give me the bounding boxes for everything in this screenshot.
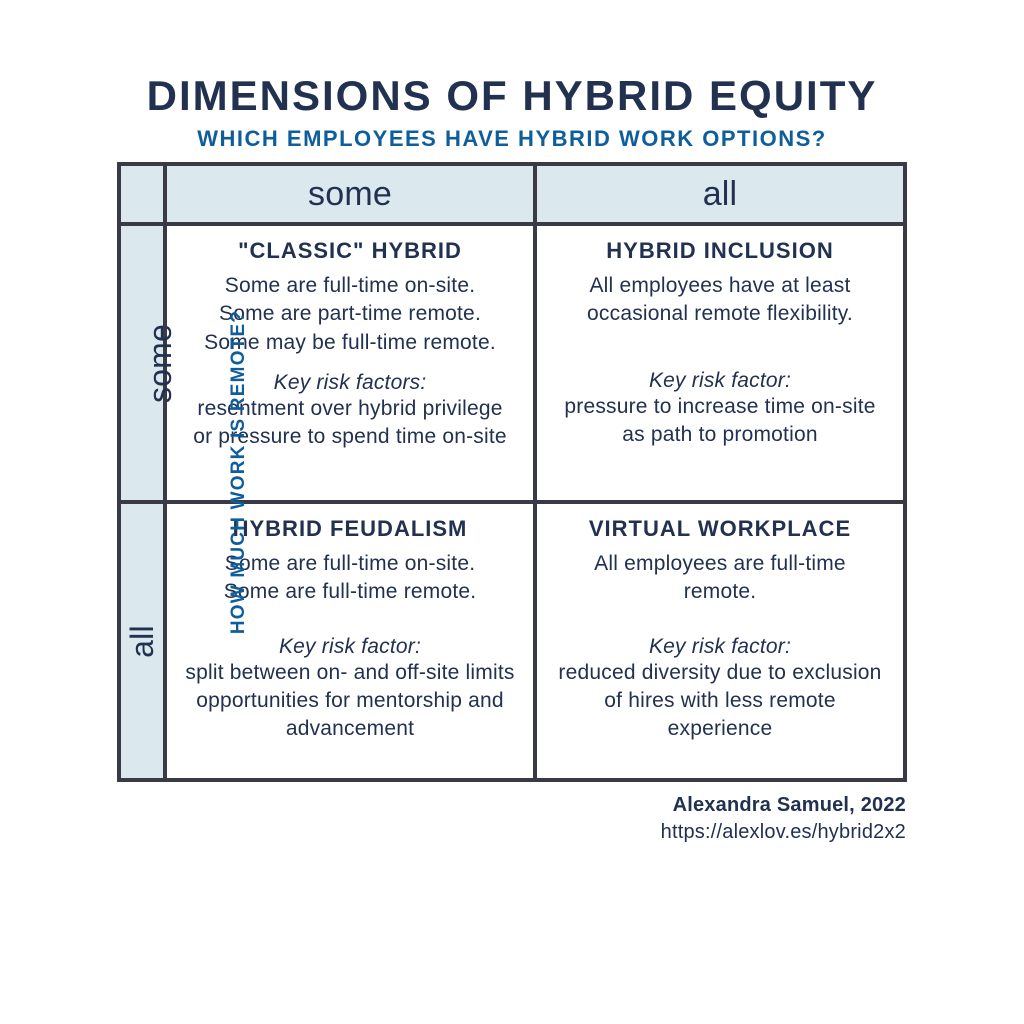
quadrant-risk-label: Key risk factor: — [555, 635, 885, 659]
quadrant-risk: reduced diversity due to exclusion of hi… — [555, 659, 885, 744]
quadrant-risk-label: Key risk factor: — [185, 635, 515, 659]
quadrant-hybrid-feudalism: HYBRID FEUDALISM Some are full-time on-s… — [165, 502, 535, 780]
quadrant-title: VIRTUAL WORKPLACE — [555, 516, 885, 542]
quadrant-risk: pressure to increase time on-site as pat… — [555, 393, 885, 450]
quadrant-hybrid-inclusion: HYBRID INCLUSION All employees have at l… — [535, 224, 905, 502]
row-header-all: all — [119, 502, 165, 780]
row-header-some: some — [119, 224, 165, 502]
quadrant-title: HYBRID INCLUSION — [555, 238, 885, 264]
main-title: DIMENSIONS OF HYBRID EQUITY — [0, 72, 1024, 120]
quadrant-virtual-workplace: VIRTUAL WORKPLACE All employees are full… — [535, 502, 905, 780]
column-header-all: all — [535, 164, 905, 224]
quadrant-classic-hybrid: "CLASSIC" HYBRID Some are full-time on-s… — [165, 224, 535, 502]
quadrant-body: All employees have at least occasional r… — [555, 272, 885, 329]
y-axis-label: HOW MUCH WORK IS REMOTE? — [228, 310, 250, 634]
matrix-corner — [119, 164, 165, 224]
quadrant-body: All employees are full-time remote. — [555, 550, 885, 607]
column-header-some: some — [165, 164, 535, 224]
attribution-url: https://alexlov.es/hybrid2x2 — [661, 821, 906, 843]
matrix-container: HOW MUCH WORK IS REMOTE? some all some "… — [117, 162, 907, 782]
attribution: Alexandra Samuel, 2022 https://alexlov.e… — [0, 792, 906, 846]
quadrant-risk: split between on- and off-site limits op… — [185, 659, 515, 744]
quadrant-risk-label: Key risk factor: — [555, 369, 885, 393]
attribution-author: Alexandra Samuel, 2022 — [673, 794, 906, 816]
quadrant-title: "CLASSIC" HYBRID — [185, 238, 515, 264]
subtitle-x-axis: WHICH EMPLOYEES HAVE HYBRID WORK OPTIONS… — [0, 126, 1024, 152]
